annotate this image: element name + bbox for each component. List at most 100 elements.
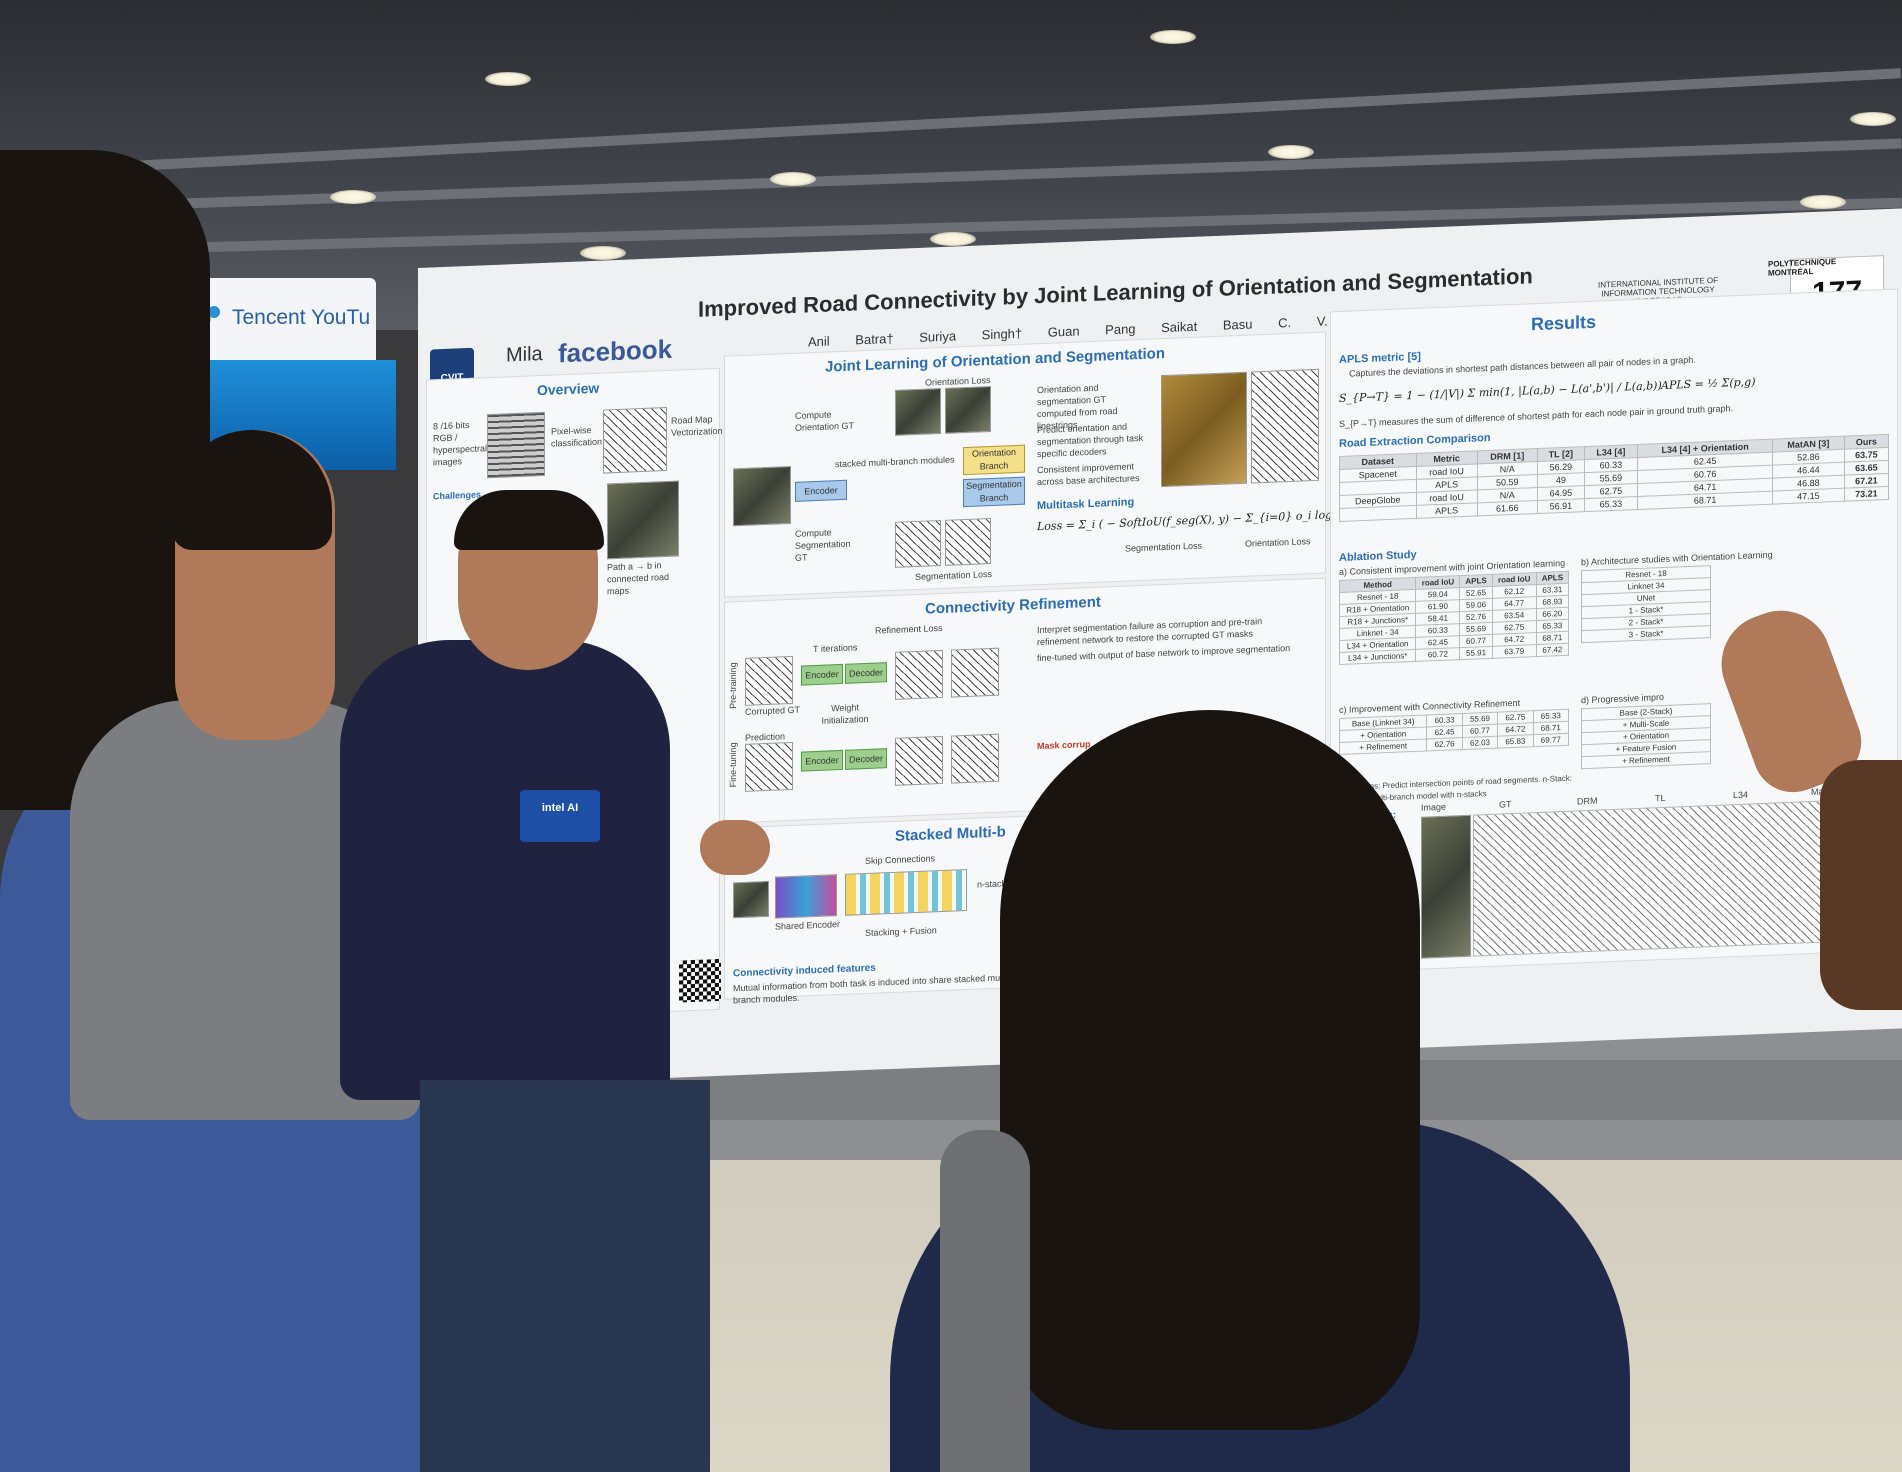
ceiling-light [580, 246, 626, 260]
shared-encoder-label: Shared Encoder [775, 918, 840, 933]
ablation-b-caption: b) Architecture studies with Orientation… [1581, 549, 1773, 569]
apls-heading: APLS metric [5] [1339, 351, 1421, 366]
multitask-heading: Multitask Learning [1037, 496, 1134, 512]
loss-seg-label: Segmentation Loss [1125, 540, 1202, 555]
presenter-jeans [420, 1080, 710, 1472]
stacked-heading: Stacked Multi-b [895, 823, 1006, 844]
ablation-d-caption: d) Progressive impro [1581, 691, 1664, 706]
overview-roadmap-label: Road Map Vectorization [671, 413, 717, 439]
backpack-strap [940, 1130, 1030, 1472]
table-cell: 62.03 [1462, 736, 1497, 749]
table-cell: 73.21 [1844, 486, 1888, 501]
joint-bullet-2: Predict orientation and segmentation thr… [1037, 420, 1147, 460]
refinement-gt-figure [951, 648, 999, 698]
results-heading: Results [1531, 312, 1596, 336]
fine-tuning-label: Fine-tuning [727, 742, 741, 788]
stacking-fusion-figure [845, 869, 967, 916]
compute-orientation-label: Compute Orientation GT [795, 407, 855, 433]
overview-connected-figure [607, 481, 679, 560]
compute-segmentation-label: Compute Segmentation GT [795, 525, 855, 563]
table-cell: L34 + Junctions* [1340, 649, 1416, 664]
ceiling-light [485, 72, 531, 86]
overview-mask-figure [603, 407, 667, 474]
presenter-hair [454, 490, 604, 550]
joint-input-image [733, 466, 791, 526]
finetune-decoder-box: Decoder [845, 748, 887, 770]
intel-ai-badge-text: intel AI [520, 790, 600, 814]
refinement-loss-label: Refinement Loss [875, 622, 943, 637]
joint-bullet-3: Consistent improvement across base archi… [1037, 460, 1147, 488]
ablation-c-body: Base (Linknet 34) 60.33 55.69 62.75 65.33 + O… [1340, 709, 1569, 754]
t-iterations-label: T iterations [813, 641, 857, 655]
corrupted-gt-label: Corrupted GT [745, 704, 800, 718]
apls-bullet: Captures the deviations in shortest path… [1349, 346, 1889, 380]
ceiling-beam [1, 68, 1901, 178]
segmentation-gt-figure [945, 518, 991, 566]
right-person-arm [1820, 760, 1902, 1010]
skip-connections-label: Skip Connections [865, 852, 935, 867]
table-cell: 65.33 [1584, 497, 1637, 512]
ablation-heading: Ablation Study [1339, 549, 1417, 564]
table-cell: 65.83 [1498, 735, 1533, 748]
ceiling-light [770, 172, 816, 186]
stacked-modules-label: stacked multi-branch modules [835, 453, 955, 470]
ceiling-light [1800, 195, 1846, 209]
ceiling-light [330, 190, 376, 204]
refinement-output-figure [895, 650, 943, 700]
finetune-gt-figure [951, 734, 999, 784]
table-cell: 62.76 [1427, 738, 1462, 751]
qualitative-header-label: L34 [1733, 790, 1748, 801]
qr-code[interactable] [679, 959, 721, 1003]
presenter-badge: intel AI [520, 790, 600, 842]
qualitative-header-label: TL [1655, 793, 1666, 803]
ceiling-light [1850, 112, 1896, 126]
prediction-figure [745, 742, 793, 792]
road-extraction-heading: Road Extraction Comparison [1339, 432, 1491, 450]
apls-formula-2: APLS = ½ Σ(p,g) [1661, 375, 1756, 392]
presenter-hand [700, 820, 770, 875]
booth-sign-text: Tencent YouTu [232, 306, 370, 330]
orientation-gt-figure [945, 386, 991, 434]
segmentation-visual-figure [1251, 369, 1319, 484]
qualitative-image-column [1421, 815, 1471, 959]
presenter-shirt [340, 640, 670, 1100]
orientation-output-figure [895, 388, 941, 436]
finetune-encoder-box: Encoder [801, 750, 843, 772]
overview-heading: Overview [537, 380, 599, 399]
table-cell: 67.42 [1536, 643, 1568, 656]
overview-pixel-label: Pixel-wise classification [551, 424, 597, 450]
table-cell: 56.91 [1537, 499, 1584, 514]
table-cell [1340, 505, 1417, 521]
pretrain-encoder-box: Encoder [801, 664, 843, 686]
segmentation-output-figure [895, 520, 941, 568]
ablation-b-body: Resnet - 18 Linknet 34 UNet 1 - Stack* 2 - S… [1582, 566, 1711, 643]
road-extraction-table: Dataset Metric DRM [1] TL [2] L34 [4] L3… [1339, 434, 1889, 522]
stacking-fusion-label: Stacking + Fusion [865, 924, 937, 939]
qualitative-header-label: DRM [1577, 796, 1598, 807]
ablation-a-body: Resnet - 18 59.04 52.65 62.12 63.31 R18 + Ori… [1340, 583, 1569, 664]
overview-input-figure [487, 412, 545, 478]
connectivity-heading: Connectivity Refinement [925, 594, 1101, 618]
apls-formula-1: S_{P→T} = 1 − (1/|V|) Σ min(1, |L(a,b) −… [1339, 379, 1662, 405]
ablation-c-table: Base (Linknet 34) 60.33 55.69 62.75 65.33 + O… [1339, 709, 1569, 755]
finetune-refinement-figure [895, 736, 943, 786]
table-cell: 60.72 [1416, 648, 1460, 662]
table-cell: 69.77 [1533, 733, 1568, 746]
mask-corruption-label: Mask corrup [1037, 738, 1091, 752]
shared-encoder-figure [775, 874, 837, 918]
segmentation-branch-box: Segmentation Branch [963, 477, 1025, 507]
ablation-d-table: Base (2-Stack) + Multi-Scale + Orientation… [1581, 703, 1711, 769]
table-cell: 63.79 [1492, 645, 1536, 659]
ceiling-light [930, 232, 976, 246]
ceiling-light [1150, 30, 1196, 44]
pre-training-label: Pre-training [727, 662, 741, 709]
qualitative-header-label: GT [1499, 799, 1512, 810]
joint-learning-heading: Joint Learning of Orientation and Segmen… [825, 345, 1165, 376]
weight-init-label: Weight Initialization [815, 701, 875, 727]
loss-orient-label: Orientation Loss [1245, 535, 1311, 550]
table-cell: 55.91 [1460, 646, 1492, 659]
stacked-input-image [733, 881, 769, 918]
woman-long-hair [1000, 710, 1420, 1430]
table-cell: APLS [1416, 503, 1477, 518]
